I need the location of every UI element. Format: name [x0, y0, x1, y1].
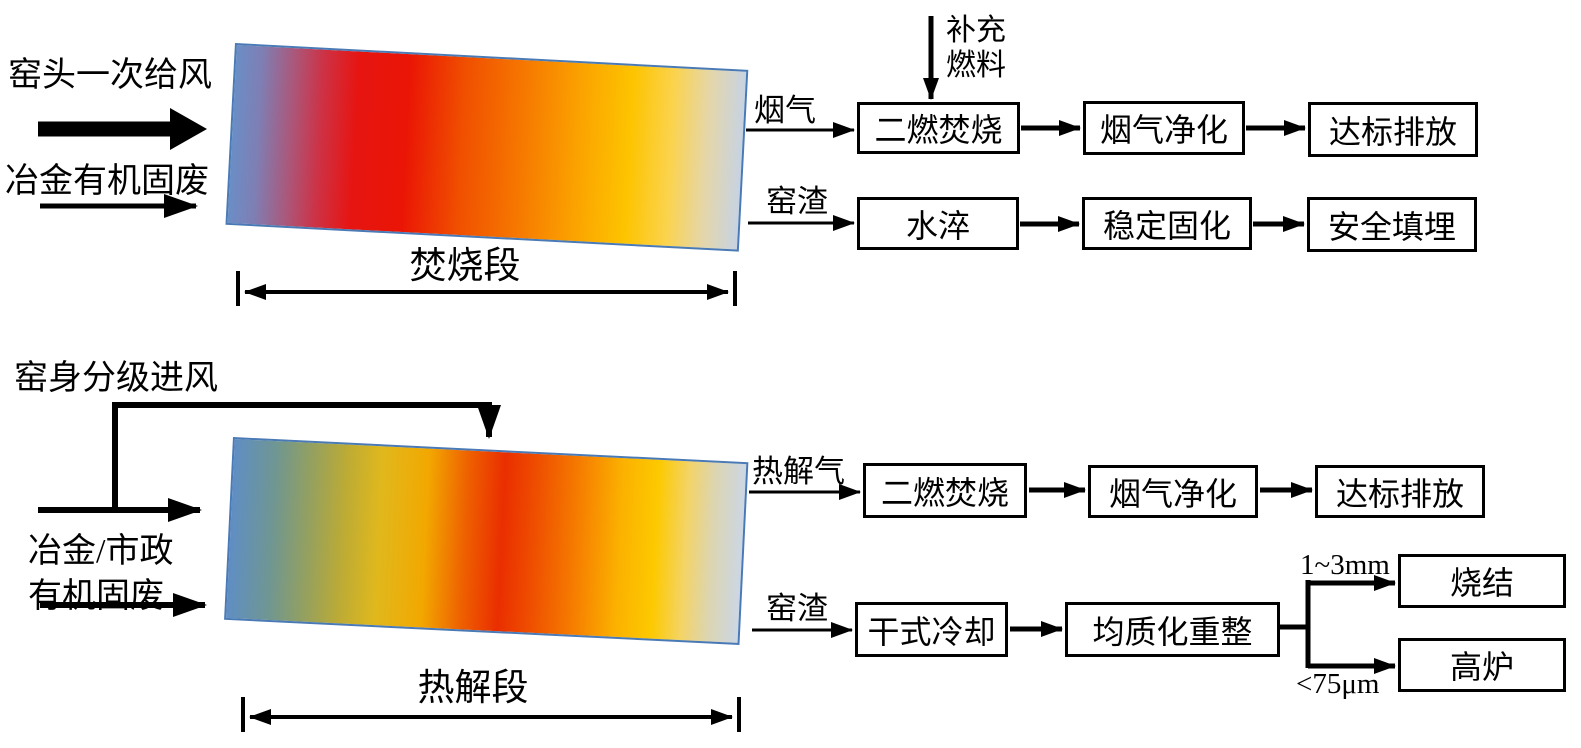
box-homogenization-reforming: 均质化重整 [1065, 602, 1280, 657]
bottom-feed-label-line2: 有机固废 [28, 577, 164, 615]
bottom-feed-label: 冶金/市政 有机固废 [28, 530, 173, 620]
box-compliant-discharge-top: 达标排放 [1308, 102, 1478, 157]
pyrolysis-section-measure-arrow [241, 697, 741, 732]
box-safe-landfill: 安全填埋 [1307, 197, 1477, 252]
box-sintering: 烧结 [1398, 554, 1566, 608]
supplementary-fuel-label-line1: 补充 [946, 14, 1006, 47]
box-flue-gas-cleaning-top: 烟气净化 [1083, 101, 1245, 155]
branch-size-label-75um: <75μm [1296, 668, 1380, 700]
bottom-feed-label-line1: 冶金/市政 [28, 533, 174, 570]
supplementary-fuel-label-line2: 燃料 [946, 48, 1006, 82]
top-flue-gas-label: 烟气 [754, 93, 816, 128]
top-primary-air-arrow [38, 108, 207, 150]
box-compliant-discharge-bottom: 达标排放 [1315, 465, 1485, 518]
top-primary-air-label: 窑头一次给风 [8, 57, 212, 94]
top-feed-label: 冶金有机固废 [5, 163, 209, 200]
bottom-slag-label: 窑渣 [766, 591, 828, 626]
box-water-quench: 水淬 [857, 197, 1019, 250]
pyrolysis-section-label: 热解段 [417, 668, 529, 709]
branch-size-label-1-3mm: 1~3mm [1300, 549, 1390, 581]
box-secondary-combustion-bottom: 二燃焚烧 [863, 463, 1027, 518]
pyrolysis-gas-label: 热解气 [752, 454, 845, 489]
incineration-section-label: 焚烧段 [409, 246, 521, 287]
graded-air-label: 窑身分级进风 [14, 360, 218, 397]
supplementary-fuel-label: 补充 燃料 [946, 14, 1006, 83]
graded-air-elbow-arrow [112, 402, 501, 508]
particle-size-branch-lines [1280, 575, 1396, 674]
box-blast-furnace: 高炉 [1398, 638, 1566, 692]
box-stabilization-solidification: 稳定固化 [1082, 197, 1252, 250]
top-slag-label: 窑渣 [766, 184, 828, 219]
box-flue-gas-cleaning-bottom: 烟气净化 [1088, 465, 1258, 518]
incineration-section-measure-arrow [236, 271, 737, 306]
box-secondary-combustion-top: 二燃焚烧 [857, 102, 1020, 154]
box-dry-cooling: 干式冷却 [855, 602, 1008, 657]
